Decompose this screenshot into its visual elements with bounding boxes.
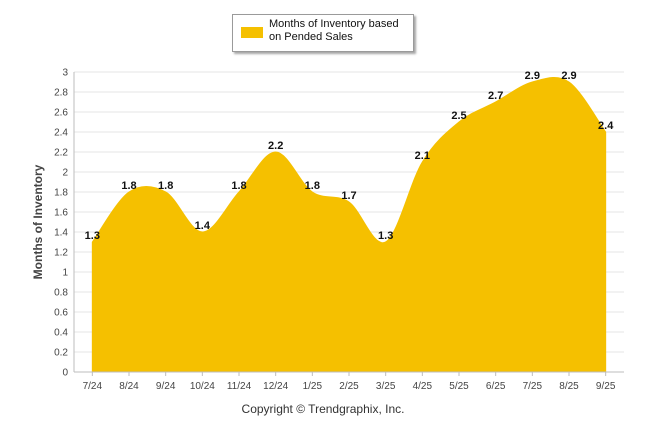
x-tick-label: 8/24: [119, 381, 139, 392]
copyright-text: Copyright © Trendgraphix, Inc.: [241, 402, 405, 416]
data-label: 1.8: [305, 180, 320, 192]
area-series: [91, 76, 607, 373]
area-fill: [91, 76, 607, 373]
data-label: 2.5: [451, 110, 466, 122]
x-axis-ticks: 7/24 8/24 9/24 10/24 11/24 12/24 1/25 2/25 3/25 4…: [83, 372, 616, 392]
y-tick-label: 2.4: [54, 128, 68, 139]
x-tick-label: 11/24: [227, 381, 252, 392]
y-tick-label: 2.6: [54, 108, 68, 119]
x-tick-label: 6/25: [486, 381, 506, 392]
x-tick-label: 4/25: [413, 381, 433, 392]
data-label: 1.8: [231, 180, 246, 192]
x-tick-label: 10/24: [190, 381, 215, 392]
y-tick-label: 1.4: [54, 228, 68, 239]
data-label: 1.8: [158, 180, 173, 192]
x-tick-label: 2/25: [339, 381, 359, 392]
x-tick-label: 7/25: [523, 381, 543, 392]
y-tick-label: 2.2: [54, 148, 68, 159]
data-label: 1.7: [341, 190, 356, 202]
x-tick-label: 8/25: [559, 381, 579, 392]
y-tick-label: 0: [62, 368, 68, 379]
legend: Months of Inventory based on Pended Sale…: [232, 14, 414, 52]
y-tick-label: 2.8: [54, 88, 68, 99]
y-tick-label: 1: [62, 268, 68, 279]
data-label: 2.7: [488, 90, 503, 102]
y-tick-label: 0.4: [54, 328, 68, 339]
data-label: 1.4: [195, 220, 211, 232]
x-tick-label: 9/25: [596, 381, 616, 392]
data-label: 2.9: [525, 70, 540, 82]
legend-label: Months of Inventory based on Pended Sale…: [269, 18, 399, 43]
data-labels: 1.3 1.8 1.8 1.4 1.8 2.2 1.8 1.7 1.3 2.1 2.5 2.7 2.9 2…: [85, 70, 615, 242]
y-axis-title: Months of Inventory: [31, 164, 45, 279]
legend-swatch: [241, 27, 263, 38]
data-label: 1.3: [378, 230, 393, 242]
data-label: 2.1: [415, 150, 430, 162]
data-label: 2.2: [268, 140, 283, 152]
x-tick-label: 7/24: [83, 381, 103, 392]
y-axis-ticks: 0 0.2 0.4 0.6 0.8 1 1.2 1.4 1.6 1.8 2 2.2 2.4 2.6 2.8 3: [54, 68, 68, 379]
x-tick-label: 12/24: [263, 381, 288, 392]
x-tick-label: 5/25: [449, 381, 469, 392]
y-tick-label: 2: [62, 168, 68, 179]
x-tick-label: 9/24: [156, 381, 176, 392]
data-label: 2.4: [598, 120, 614, 132]
y-tick-label: 0.8: [54, 288, 68, 299]
data-label: 1.8: [121, 180, 136, 192]
data-label: 1.3: [85, 230, 100, 242]
y-tick-label: 1.6: [54, 208, 68, 219]
x-tick-label: 1/25: [303, 381, 323, 392]
y-tick-label: 1.8: [54, 188, 68, 199]
y-tick-label: 0.2: [54, 348, 68, 359]
y-tick-label: 1.2: [54, 248, 68, 259]
y-tick-label: 0.6: [54, 308, 68, 319]
x-tick-label: 3/25: [376, 381, 396, 392]
data-label: 2.9: [561, 70, 576, 82]
y-tick-label: 3: [62, 68, 68, 79]
